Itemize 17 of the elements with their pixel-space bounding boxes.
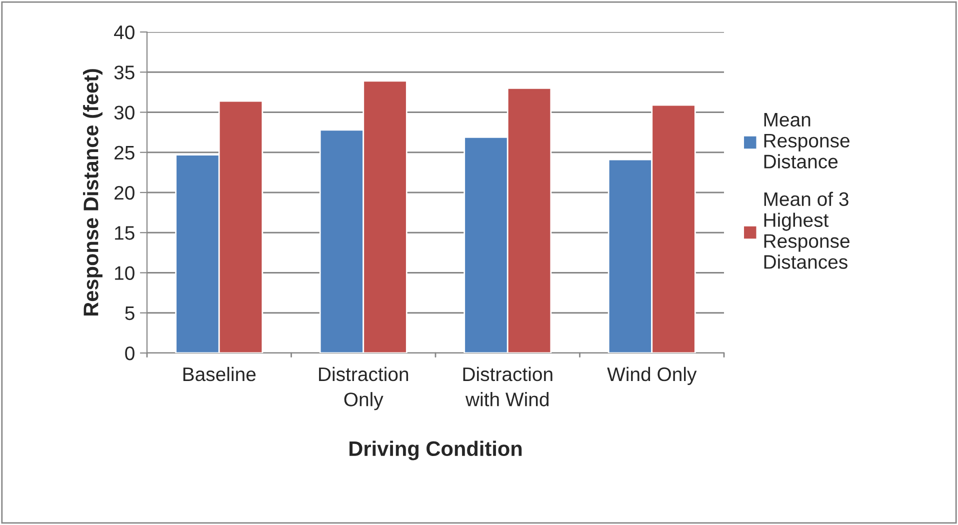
x-tick-label: Wind Only (607, 366, 697, 386)
legend-label: Mean Response Distance (764, 113, 850, 168)
y-tick-label: 20 (114, 186, 134, 200)
x-tick-label: Distraction with Wind (463, 366, 552, 406)
x-tick-label: Distraction Only (319, 366, 408, 410)
x-tick-label: Baseline (183, 366, 256, 382)
y-tick-label: 35 (114, 66, 134, 80)
y-tick-label: 0 (125, 346, 134, 360)
y-axis-title: Response Distance (feet) (83, 69, 102, 316)
legend-label: Mean of 3 Highest Response Distances (764, 192, 850, 269)
y-tick-label: 5 (125, 306, 134, 320)
y-tick-label: 30 (114, 106, 134, 120)
x-axis-title: Driving Condition (350, 440, 522, 460)
y-tick-label: 10 (115, 266, 134, 280)
y-tick-label: 40 (114, 25, 134, 40)
y-tick-label: 15 (115, 226, 134, 240)
y-tick-label: 25 (114, 146, 134, 160)
